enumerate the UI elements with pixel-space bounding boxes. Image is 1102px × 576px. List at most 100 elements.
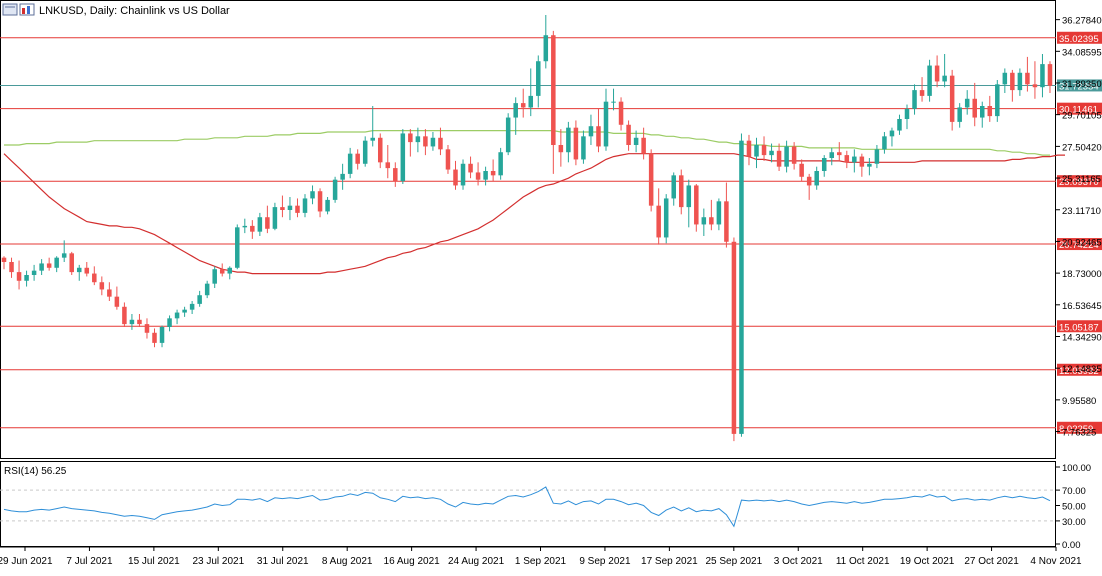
candle-body (453, 169, 458, 186)
candle-body (528, 95, 534, 108)
time-axis-label: 8 Aug 2021 (322, 556, 373, 567)
price-axis-label: 27.50420 (1062, 142, 1102, 153)
candle-body (581, 136, 586, 160)
candle-body (76, 267, 82, 273)
candle-body (551, 35, 556, 145)
candle-body (709, 217, 714, 225)
candle-body (942, 75, 947, 82)
candle-body (633, 137, 639, 145)
candle-body (92, 273, 97, 283)
candle-body (806, 176, 812, 186)
level-label: 20.74224 (1059, 240, 1099, 251)
candle-body (716, 201, 722, 225)
candle-body (513, 103, 518, 118)
price-axis: 36.27840 34.08595 31.89350 29.70105 27.50420… (1056, 16, 1102, 439)
candle-body (596, 126, 601, 147)
candle-body (445, 149, 451, 170)
candle-body (84, 267, 90, 274)
candle-body (618, 101, 624, 125)
price-axis-label: 31.89350 (1062, 79, 1102, 90)
candle-body (393, 168, 398, 182)
candle-body (829, 152, 835, 158)
candle-body (280, 207, 285, 210)
candle-body (821, 158, 827, 171)
time-axis-label: 25 Sep 2021 (705, 556, 762, 567)
chart-header[interactable]: LNKUSD, Daily: Chainlink vs US Dollar (2, 3, 230, 17)
candle-body (859, 156, 865, 167)
candle-body (867, 163, 872, 167)
candle-body (69, 253, 74, 273)
candle-body (250, 225, 255, 232)
candle-body (543, 35, 549, 62)
candle-body (295, 205, 300, 213)
candle-body (671, 175, 676, 199)
price-axis-label: 25.31165 (1062, 174, 1101, 185)
rsi-axis-label: 30.00 (1062, 517, 1086, 528)
candle-body (107, 289, 112, 297)
window-icon (2, 3, 18, 16)
candle-body (257, 217, 263, 232)
candle-body (227, 267, 233, 274)
candle-body (490, 171, 496, 176)
candle-body (31, 270, 37, 275)
candle-body (408, 133, 413, 143)
candle-body (852, 156, 857, 163)
candle-body (686, 185, 692, 208)
time-axis-label: 29 Jun 2021 (0, 556, 53, 567)
candle-body (438, 137, 443, 150)
level-label: 30.11461 (1059, 105, 1098, 116)
candle-body (468, 163, 473, 173)
candle-body (498, 152, 503, 176)
time-axis-label: 15 Jul 2021 (128, 556, 180, 567)
rsi-axis-label: 100.00 (1062, 463, 1091, 474)
candle-body (174, 312, 180, 319)
candle-body (423, 136, 428, 147)
candle-body (370, 137, 375, 141)
candle-body (483, 171, 488, 180)
candle-body (656, 205, 661, 238)
price-axis-label: 12.14835 (1062, 364, 1102, 375)
candle-body (995, 84, 1000, 117)
price-axis-label: 7.76325 (1062, 428, 1096, 439)
candle-body (137, 319, 142, 325)
ma-fast-line (3, 153, 1065, 275)
candle-body (588, 126, 594, 137)
candle-body (265, 217, 270, 229)
candle-body (39, 263, 44, 271)
candle-body (799, 163, 804, 177)
candle-body (129, 319, 135, 325)
price-axis-label: 34.08595 (1062, 47, 1102, 58)
candle-body (385, 162, 391, 169)
candle-body (844, 155, 850, 163)
candle-body (927, 65, 932, 96)
candle-body (317, 191, 323, 212)
candle-body (189, 303, 195, 310)
candle-body (1040, 64, 1045, 88)
candle-body (415, 136, 421, 143)
candle-body (648, 153, 654, 206)
candle-body (505, 117, 511, 153)
candle-body (460, 163, 466, 186)
candle-body (219, 269, 225, 274)
candle-body (377, 137, 383, 163)
candle-body (769, 150, 774, 156)
candle-body (663, 198, 669, 238)
time-axis-label: 7 Jul 2021 (66, 556, 113, 567)
candle-body (242, 225, 248, 228)
candle-body (784, 146, 789, 167)
price-axis-label: 16.53645 (1062, 301, 1102, 312)
rsi-axis-label: 70.00 (1062, 486, 1086, 497)
level-label: 8.02259 (1059, 424, 1093, 435)
candle-body (694, 185, 699, 225)
candle-body (287, 205, 293, 210)
candle-body (979, 106, 985, 118)
candle-body (212, 269, 217, 284)
candle-body (159, 327, 165, 343)
candle-body (430, 137, 436, 147)
candle-body (1032, 84, 1038, 88)
time-axis-label: 4 Nov 2021 (1030, 556, 1082, 567)
candle-body (964, 98, 970, 108)
candle-body (814, 171, 819, 186)
time-axis-label: 23 Jul 2021 (192, 556, 244, 567)
